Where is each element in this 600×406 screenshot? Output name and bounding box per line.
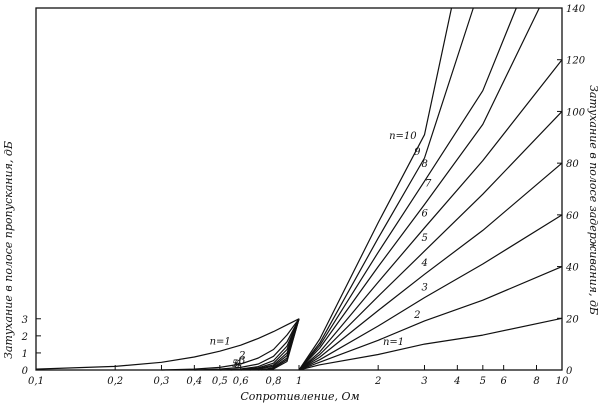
- stopband-curve-label: 8: [421, 159, 427, 170]
- stopband-curve-n1: [298, 317, 563, 371]
- stopband-curve-label: 4: [420, 258, 427, 269]
- passband-curve-n2: [161, 318, 300, 371]
- right-y-tick-label: 100: [566, 107, 586, 118]
- right-y-tick-label: 40: [565, 263, 579, 274]
- x-tick-label: 4: [453, 376, 460, 387]
- x-tick-label: 0,4: [186, 376, 202, 387]
- stopband-curve-label: 9: [414, 147, 421, 158]
- passband-curve-label: n=1: [210, 336, 231, 347]
- right-y-tick-label: 140: [566, 4, 586, 15]
- stopband-curve-label: 6: [421, 208, 428, 219]
- x-tick-label: 0,3: [154, 376, 170, 387]
- right-y-axis-title: Затухание в полосе задерживания, дБ: [587, 85, 600, 315]
- stopband-curve-n8: [298, 7, 517, 371]
- x-tick-label: 0,1: [28, 376, 44, 387]
- stopband-curve-label: 5: [421, 233, 427, 244]
- stopband-curve-n3: [298, 214, 563, 371]
- passband-curve-n10: [266, 318, 300, 371]
- x-tick-label: 0,8: [266, 376, 282, 387]
- x-tick-label: 1: [296, 376, 302, 387]
- x-tick-label: 10: [556, 376, 569, 387]
- left-y-tick-label: 1: [22, 349, 28, 360]
- x-tick-label: 8: [533, 376, 539, 387]
- x-tick-label: 0,5: [212, 376, 228, 387]
- stopband-curve-n4: [298, 162, 563, 371]
- left-y-tick-label: 3: [22, 315, 28, 326]
- left-y-axis-title: Затухание в полосе пропускания, дБ: [2, 141, 15, 359]
- stopband-curve-label: 3: [421, 282, 427, 293]
- x-tick-label: 5: [480, 376, 486, 387]
- x-tick-label: 0,6: [233, 376, 250, 387]
- passband-curve-n1: [35, 318, 300, 370]
- right-y-tick-label: 0: [566, 366, 573, 377]
- passband-curve-label: 4: [235, 358, 242, 369]
- stopband-curve-n10: [298, 7, 453, 371]
- stopband-curve-n7: [298, 7, 540, 371]
- stopband-curve-label: n=10: [389, 131, 417, 142]
- x-tick-label: 6: [500, 376, 507, 387]
- right-y-tick-label: 20: [565, 314, 579, 325]
- passband-curve-label: 3: [239, 355, 245, 366]
- right-y-tick-label: 60: [566, 211, 579, 222]
- passband-curve-label: 6: [234, 360, 241, 371]
- stopband-curve-label: n=1: [383, 337, 404, 348]
- stopband-curve-n2: [298, 266, 563, 371]
- x-tick-label: 0,2: [107, 376, 123, 387]
- passband-curve-n3: [194, 318, 300, 371]
- left-y-tick-label: 2: [21, 332, 28, 343]
- plot-frame: [35, 7, 563, 371]
- x-tick-label: 2: [374, 376, 381, 387]
- right-y-tick-label: 120: [566, 56, 586, 67]
- stopband-curve-n9: [298, 7, 474, 371]
- x-tick-label: 3: [421, 376, 427, 387]
- left-y-tick-label: 0: [22, 366, 29, 377]
- right-y-tick-label: 80: [566, 159, 579, 170]
- passband-curve-n5: [230, 318, 300, 371]
- stopband-curve-n5: [298, 110, 563, 371]
- passband-curve-label: 2: [238, 350, 245, 361]
- stopband-curve-label: 7: [425, 179, 432, 190]
- x-axis-title: Сопротивление, Ом: [240, 390, 359, 403]
- stopband-curve-n6: [298, 59, 563, 371]
- stopband-curve-label: 2: [413, 310, 420, 321]
- passband-curve-label: 5: [232, 359, 238, 370]
